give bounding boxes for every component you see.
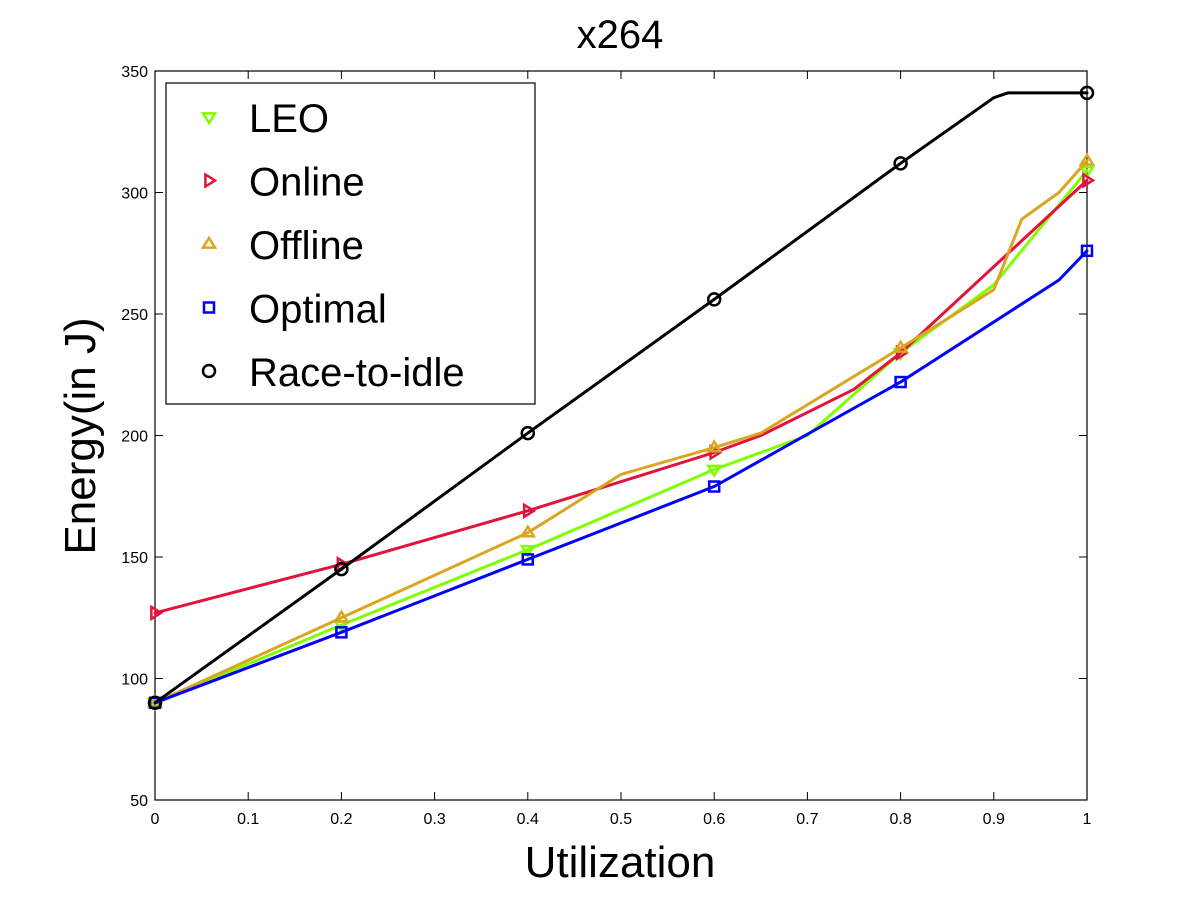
x-tick-label: 0.3 bbox=[423, 811, 445, 828]
x-tick-label: 0.4 bbox=[517, 811, 539, 828]
legend-marker-race-to-idle bbox=[201, 363, 217, 379]
legend-item-online: Online bbox=[204, 161, 365, 205]
x-tick-label: 0.8 bbox=[889, 811, 911, 828]
legend-marker-offline bbox=[200, 235, 218, 249]
y-tick-label: 250 bbox=[121, 307, 148, 324]
x-tick-label: 0 bbox=[151, 811, 160, 828]
legend-item-offline: Offline bbox=[200, 224, 364, 268]
data-point-race-to-idle bbox=[1079, 85, 1095, 101]
y-tick-label: 200 bbox=[121, 429, 148, 446]
data-point-race-to-idle bbox=[334, 561, 349, 577]
y-tick-label: 150 bbox=[121, 550, 148, 567]
x-axis: 0 0.1 0.2 0.3 0.4 0.5 0.6 0.7 0.8 0.9 1 bbox=[151, 71, 1092, 828]
data-point-online bbox=[1082, 172, 1096, 189]
data-point-optimal bbox=[521, 553, 535, 566]
data-point-leo bbox=[146, 697, 164, 712]
x-tick-label: 0.1 bbox=[237, 811, 259, 828]
y-tick-label: 50 bbox=[130, 793, 148, 810]
data-point-online bbox=[522, 502, 537, 520]
series-line-leo bbox=[153, 169, 1089, 705]
legend-item-leo: LEO bbox=[200, 97, 329, 141]
data-point-leo bbox=[705, 464, 723, 478]
data-point-offline bbox=[333, 609, 350, 623]
x-axis-label: Utilization bbox=[525, 838, 716, 887]
legend-marker-leo bbox=[200, 112, 218, 126]
x-tick-label: 1 bbox=[1083, 811, 1092, 828]
series-group bbox=[146, 85, 1096, 712]
data-point-online bbox=[150, 604, 164, 622]
chart-title: x264 bbox=[577, 13, 664, 57]
data-point-offline bbox=[705, 439, 723, 453]
series-race-to-idle bbox=[147, 85, 1095, 711]
x-tick-label: 0.7 bbox=[796, 811, 818, 828]
data-point-optimal bbox=[894, 375, 907, 389]
x-tick-label: 0.5 bbox=[610, 811, 632, 828]
legend: LEO Online Offline Optimal Race-to-idle bbox=[165, 82, 536, 405]
data-point-leo bbox=[519, 544, 537, 559]
y-tick-label: 350 bbox=[121, 64, 148, 81]
data-point-race-to-idle bbox=[520, 425, 536, 441]
data-point-optimal bbox=[707, 480, 721, 493]
data-point-online bbox=[895, 344, 909, 362]
y-tick-label: 300 bbox=[121, 186, 148, 203]
data-point-optimal bbox=[335, 626, 348, 639]
legend-label: Optimal bbox=[249, 288, 387, 332]
series-optimal bbox=[148, 244, 1094, 710]
data-point-offline bbox=[1078, 152, 1096, 166]
legend-item-race-to-idle: Race-to-idle bbox=[201, 351, 465, 395]
data-point-offline bbox=[519, 524, 537, 538]
x-tick-label: 0.6 bbox=[703, 811, 725, 828]
y-axis: 50 100 150 200 250 300 350 bbox=[121, 64, 1087, 810]
y-axis-label: Energy(in J) bbox=[56, 317, 105, 554]
series-line-offline bbox=[153, 159, 1089, 705]
data-point-leo bbox=[1078, 165, 1096, 179]
legend-item-optimal: Optimal bbox=[202, 288, 387, 332]
data-point-race-to-idle bbox=[706, 292, 722, 307]
y-tick-label: 100 bbox=[121, 672, 148, 689]
series-line-race-to-idle bbox=[153, 91, 1089, 705]
data-point-race-to-idle bbox=[893, 156, 908, 171]
data-point-optimal bbox=[1080, 244, 1094, 258]
series-line-online bbox=[153, 178, 1089, 615]
legend-box bbox=[165, 82, 536, 405]
legend-label: Offline bbox=[249, 224, 364, 268]
legend-label: Race-to-idle bbox=[249, 351, 465, 395]
legend-marker-online bbox=[204, 172, 218, 189]
x-tick-label: 0.2 bbox=[330, 811, 352, 828]
x-tick-label: 0.9 bbox=[983, 811, 1005, 828]
data-point-race-to-idle bbox=[147, 695, 163, 711]
data-point-online bbox=[709, 444, 723, 461]
legend-label: Online bbox=[249, 161, 365, 205]
series-line-optimal bbox=[153, 249, 1089, 705]
legend-marker-optimal bbox=[202, 301, 216, 314]
legend-label: LEO bbox=[249, 97, 329, 141]
data-point-offline bbox=[892, 339, 909, 353]
